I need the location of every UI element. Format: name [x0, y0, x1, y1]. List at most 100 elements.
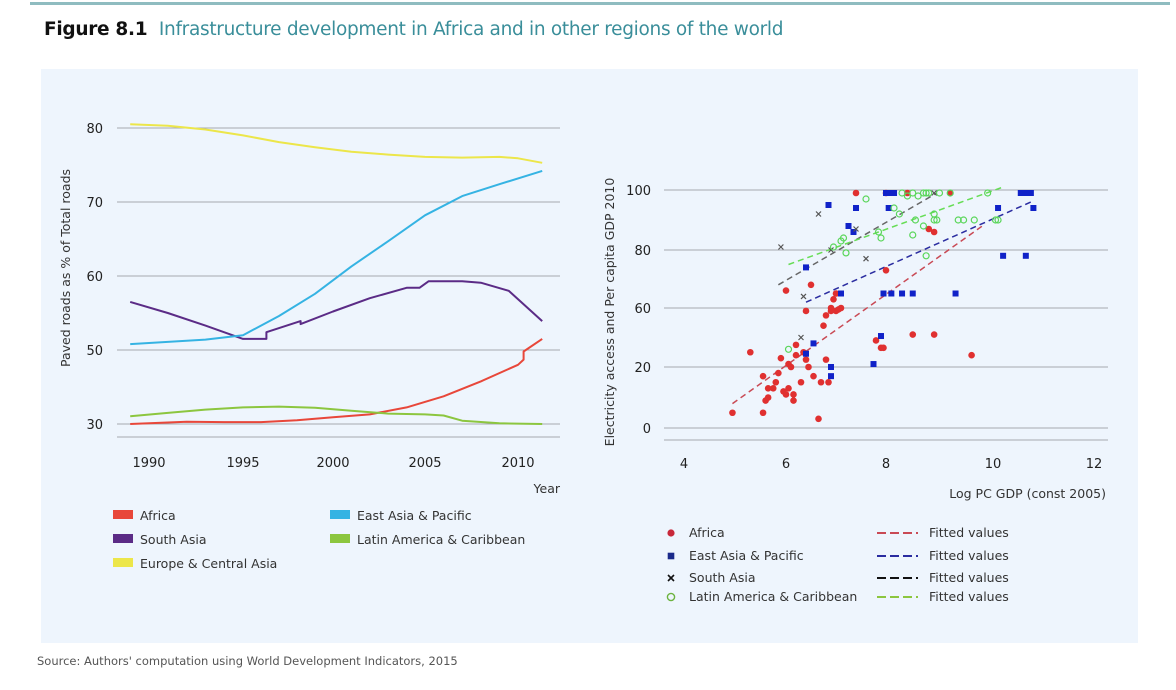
point-south-asia: [798, 334, 804, 341]
point-africa: [909, 331, 917, 338]
point-latin-america-caribbean: [829, 243, 838, 251]
point-latin-america-caribbean: [914, 192, 922, 200]
point-latin-america-caribbean: [909, 231, 917, 239]
point-africa: [764, 394, 772, 401]
point-africa: [832, 290, 840, 297]
point-latin-america-caribbean: [862, 195, 870, 203]
legend-swatch: [113, 510, 133, 519]
point-latin-america-caribbean: [909, 189, 917, 197]
point-east-asia-pacific: [1022, 190, 1029, 196]
legend-label: East Asia & Pacific: [689, 548, 804, 563]
point-africa: [882, 267, 890, 274]
x-tick-label: 1990: [132, 456, 165, 471]
x-tick-label: 8: [882, 457, 890, 472]
y-tick-label: 0: [643, 422, 651, 437]
point-latin-america-caribbean: [919, 189, 928, 197]
point-africa: [790, 391, 797, 398]
legend-marker-square: [667, 552, 675, 560]
point-latin-america-caribbean: [874, 228, 883, 236]
point-latin-america-caribbean: [930, 210, 938, 218]
point-latin-america-caribbean: [970, 216, 978, 224]
legend-label: Latin America & Caribbean: [689, 589, 857, 604]
legend-item: Europe & Central Asia: [113, 556, 277, 571]
point-east-asia-pacific: [1030, 205, 1037, 211]
point-africa: [769, 385, 777, 392]
fitted-line-east-asia-pacific: [805, 201, 1032, 303]
legend-label: Africa: [140, 508, 176, 523]
legend-item: Africa Fitted values: [667, 525, 1009, 540]
point-latin-america-caribbean: [839, 234, 848, 242]
point-africa: [820, 322, 827, 330]
point-latin-america-caribbean: [922, 189, 930, 197]
point-africa: [805, 363, 812, 371]
x-tick-label: 1995: [226, 456, 259, 471]
point-africa: [785, 385, 792, 392]
x-stroke: [853, 226, 859, 232]
legend-label: Africa: [689, 525, 725, 540]
point-africa: [790, 397, 797, 404]
legend-marker-circle: [667, 529, 675, 537]
point-africa: [775, 369, 782, 377]
y-tick-label: 70: [86, 196, 103, 211]
point-africa: [810, 372, 817, 380]
point-east-asia-pacific: [1000, 252, 1007, 259]
line-chart: 30 50 60 70 80 1990 1995 2000 2005 2010 Paved ro…: [58, 122, 561, 571]
y-tick-label: 30: [86, 418, 103, 433]
point-africa: [782, 391, 790, 398]
series-line-east-asia-pacific: [130, 169, 543, 346]
point-east-asia-pacific: [1017, 190, 1024, 196]
legend-item: East Asia & Pacific Fitted values: [667, 548, 1009, 563]
figure-title-text: Infrastructure development in Africa and…: [158, 19, 784, 40]
point-africa: [802, 307, 810, 315]
point-africa: [759, 372, 767, 380]
series-line-africa: [130, 338, 543, 425]
point-latin-america-caribbean: [877, 234, 885, 242]
point-latin-america-caribbean: [903, 192, 912, 200]
point-latin-america-caribbean: [842, 249, 850, 257]
point-east-asia-pacific: [909, 290, 916, 297]
legend-fit-label: Fitted values: [929, 570, 1009, 585]
point-east-asia-pacific: [803, 264, 809, 271]
x-stroke: [931, 190, 938, 196]
legend-item: Latin America & Caribbean: [330, 532, 525, 547]
scatter-chart: 0 20 60 80 100 4 6 8 10 12 Electricity access an…: [602, 178, 1108, 604]
point-east-asia-pacific: [828, 364, 834, 370]
x-stroke: [828, 247, 834, 253]
point-east-asia-pacific: [880, 290, 887, 297]
point-africa: [946, 189, 954, 197]
point-africa: [827, 304, 835, 312]
point-africa: [822, 312, 830, 319]
x-tick-label: 2000: [316, 456, 349, 471]
x-stroke: [798, 334, 804, 341]
point-latin-america-caribbean: [933, 216, 941, 224]
x-tick-label: 12: [1086, 457, 1103, 472]
legend-label: Europe & Central Asia: [140, 556, 277, 571]
y-tick-label: 100: [626, 184, 651, 199]
point-latin-america-caribbean: [919, 222, 928, 230]
point-africa: [802, 356, 810, 363]
point-east-asia-pacific: [838, 290, 844, 297]
point-latin-america-caribbean: [994, 216, 1002, 224]
point-africa: [797, 378, 805, 386]
legend-swatch: [330, 534, 350, 543]
y-tick-label: 80: [634, 244, 651, 259]
point-south-asia: [931, 190, 938, 196]
point-south-asia: [853, 226, 859, 232]
series-line-south-asia: [129, 280, 543, 340]
legend-item: Latin America & Caribbean Fitted values: [666, 589, 1009, 604]
y-tick-label: 60: [86, 270, 103, 285]
point-latin-america-caribbean: [898, 189, 906, 197]
point-east-asia-pacific: [810, 340, 817, 347]
left-series: [129, 123, 543, 425]
figure-title: Figure 8.1 Infrastructure development in…: [44, 19, 783, 40]
legend-swatch: [113, 558, 133, 567]
legend-label: South Asia: [689, 570, 756, 585]
legend-label: East Asia & Pacific: [357, 508, 472, 523]
point-africa: [822, 356, 830, 363]
point-africa: [825, 378, 832, 386]
right-y-axis-label: Electricity access and Per capita GDP 20…: [602, 178, 617, 447]
x-tick-label: 2010: [501, 456, 534, 471]
right-x-axis-label: Log PC GDP (const 2005): [949, 486, 1106, 501]
right-gridlines: [664, 189, 1108, 441]
